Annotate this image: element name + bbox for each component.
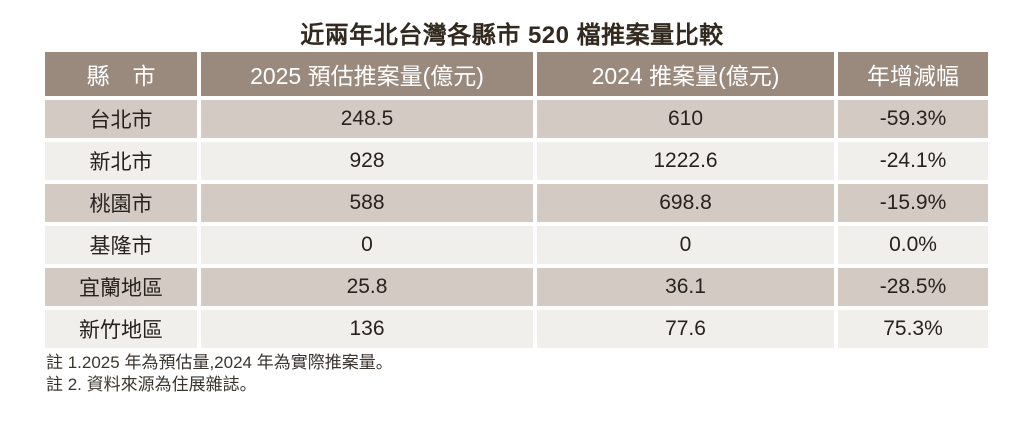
cell-city: 宜蘭地區 xyxy=(45,268,197,306)
cell-yoy-value: -59.3% xyxy=(838,100,988,138)
footnote-2: 註 2. 資料來源為住展雜誌。 xyxy=(46,375,257,394)
page-title: 近兩年北台灣各縣市 520 檔推案量比較 xyxy=(300,22,724,49)
comparison-table: 縣 市 2025 預估推案量(億元) 2024 推案量(億元) 年增減幅 台北市… xyxy=(45,52,988,348)
footnotes: 註 1.2025 年為預估量,2024 年為實際推案量。 註 2. 資料來源為住… xyxy=(46,352,393,396)
cell-yoy-value: -28.5% xyxy=(838,268,988,306)
cell-2025-value: 248.5 xyxy=(201,100,533,138)
cell-2025-value: 25.8 xyxy=(201,268,533,306)
cell-2024-value: 36.1 xyxy=(537,268,834,306)
cell-yoy-value: 0.0% xyxy=(838,226,988,264)
cell-2025-value: 136 xyxy=(201,310,533,348)
cell-city: 新北市 xyxy=(45,142,197,180)
cell-yoy-value: -24.1% xyxy=(838,142,988,180)
cell-city: 桃園市 xyxy=(45,184,197,222)
cell-city: 台北市 xyxy=(45,100,197,138)
column-header-yoy: 年增減幅 xyxy=(838,52,988,96)
cell-2025-value: 0 xyxy=(201,226,533,264)
cell-2024-value: 0 xyxy=(537,226,834,264)
cell-yoy-value: 75.3% xyxy=(838,310,988,348)
cell-2024-value: 1222.6 xyxy=(537,142,834,180)
footnote-1: 註 1.2025 年為預估量,2024 年為實際推案量。 xyxy=(46,353,393,372)
cell-2024-value: 610 xyxy=(537,100,834,138)
cell-2024-value: 698.8 xyxy=(537,184,834,222)
cell-city: 新竹地區 xyxy=(45,310,197,348)
column-header-2025: 2025 預估推案量(億元) xyxy=(201,52,533,96)
cell-2024-value: 77.6 xyxy=(537,310,834,348)
cell-2025-value: 588 xyxy=(201,184,533,222)
column-header-city: 縣 市 xyxy=(45,52,197,96)
column-header-2024: 2024 推案量(億元) xyxy=(537,52,834,96)
cell-city: 基隆市 xyxy=(45,226,197,264)
cell-yoy-value: -15.9% xyxy=(838,184,988,222)
cell-2025-value: 928 xyxy=(201,142,533,180)
